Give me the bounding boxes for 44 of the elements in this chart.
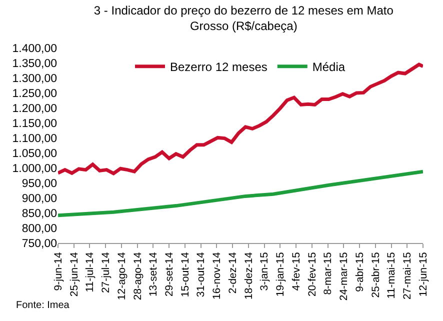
line-series (58, 62, 423, 176)
x-tick-label: 25-jun-14 (68, 252, 80, 297)
y-tick-label: 950,00 (22, 178, 57, 190)
x-tick-label: 12-ago-14 (116, 252, 128, 300)
legend-label: Bezerro 12 meses (170, 60, 268, 74)
x-tick-label: 31-out-14 (195, 252, 208, 298)
x-tick-label: 18-dez-14 (242, 252, 255, 300)
y-tick-label: 1.300,00 (12, 73, 57, 86)
y-tick-label: 1.100,00 (12, 133, 57, 146)
legend-label: Média (312, 60, 346, 74)
x-tick-label: 3-jan-15 (258, 252, 271, 291)
x-tick-label: 24-mar-15 (338, 252, 350, 301)
y-tick-label: 1.350,00 (12, 58, 57, 70)
y-tick-label: 1.000,00 (12, 163, 57, 176)
x-tick-label: 28-ago-14 (132, 252, 144, 300)
x-tick-label: 27-jul-14 (100, 252, 112, 294)
x-tick-label: 29-set-14 (164, 252, 176, 297)
y-tick-label: 1.200,00 (12, 103, 57, 116)
y-tick-label: 1.050,00 (12, 148, 57, 160)
x-tick-label: 11-mai-15 (386, 252, 398, 299)
y-tick-label: 1.250,00 (12, 88, 57, 100)
y-tick-label: 750,00 (22, 238, 57, 250)
x-tick-label: 2-dez-14 (226, 252, 239, 294)
x-tick-label: 11-jul-14 (84, 252, 96, 292)
x-tick-label: 9-jun-14 (52, 252, 64, 291)
chart-title: 3 - Indicador do preço do bezerro de 12 meses em Mato Grosso (R$/cabeça) (94, 3, 394, 34)
x-tick-label: 9-abr-15 (354, 252, 366, 292)
y-tick-label: 900,00 (22, 193, 57, 206)
x-tick-label: 12-jun-15 (417, 252, 430, 297)
x-tick-label: 4-fev-15 (290, 252, 302, 291)
x-tick-label: 27-mai-15 (402, 252, 414, 300)
source-note: Fonte: Imea (16, 300, 70, 311)
y-tick-label: 800,00 (22, 223, 57, 236)
x-tick-label: 20-fev-15 (306, 252, 318, 297)
y-tick-label: 1.400,00 (12, 43, 57, 56)
y-tick-label: 1.150,00 (12, 118, 57, 130)
line-series (58, 170, 423, 218)
x-tick-label: 8-mar-15 (322, 252, 334, 295)
x-tick-label: 16-nov-14 (211, 252, 224, 300)
x-tick-label: 25-abr-15 (370, 252, 382, 298)
x-tick-label: 19-jan-15 (274, 252, 287, 297)
x-tick-label: 15-out-14 (179, 252, 192, 298)
y-tick-label: 850,00 (22, 208, 57, 220)
x-tick-label: 13-set-14 (148, 252, 160, 297)
